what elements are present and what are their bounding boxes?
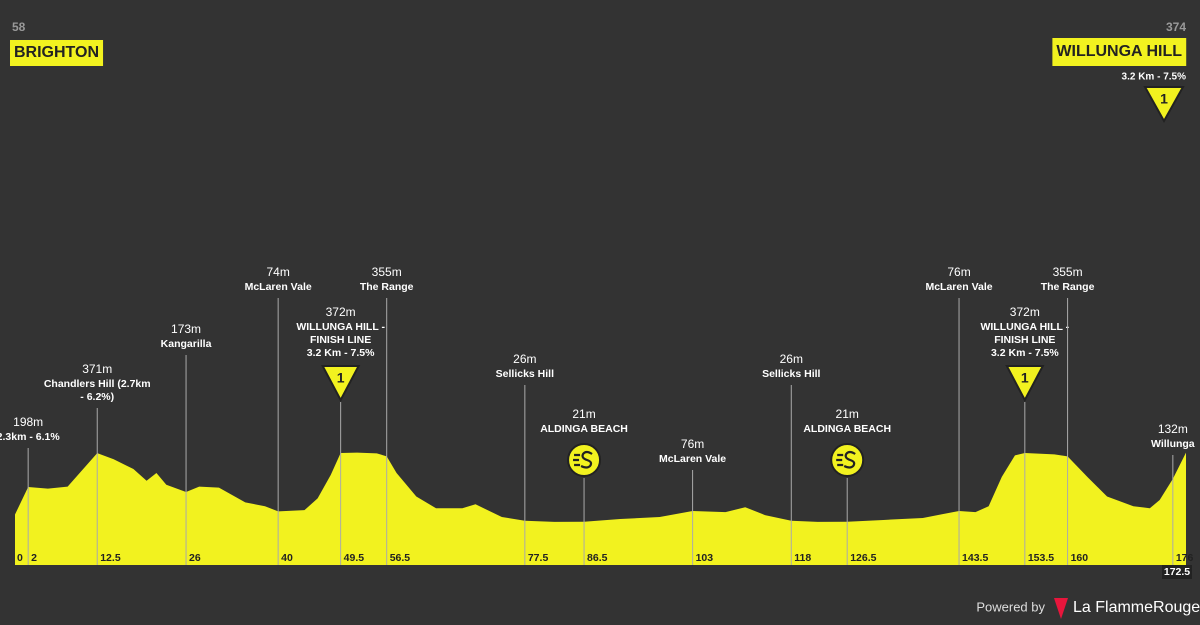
finish-climb: 3.2 Km - 7.5% [1122, 72, 1187, 83]
marker-name: 3.2 Km - 7.5% [991, 347, 1059, 359]
km-label: 0 [17, 552, 23, 564]
marker-name: Chandlers Hill (2.7km [44, 378, 151, 390]
km-label: 86.5 [587, 552, 608, 564]
powered-by: Powered by [976, 599, 1045, 614]
elevation-profile [15, 452, 1186, 565]
marker-altitude: 74m [266, 265, 289, 279]
km-label: 153.5 [1028, 552, 1054, 564]
sprint-icon-glyph [573, 450, 593, 469]
climb-icon-text: 1 [1021, 370, 1029, 386]
marker-altitude: 26m [513, 352, 536, 366]
marker-name: FINISH LINE [310, 334, 371, 346]
km-label: 40 [281, 552, 293, 564]
marker-altitude: 21m [572, 407, 595, 421]
finish-name: WILLUNGA HILL [1056, 43, 1182, 60]
marker-altitude: 355m [1053, 265, 1083, 279]
marker-name: The Range [360, 281, 414, 293]
marker-name: 3.2 Km - 7.5% [307, 347, 375, 359]
km-label: 160 [1071, 552, 1089, 564]
marker-name: - 6.2%) [80, 391, 114, 403]
start-name: BRIGHTON [14, 44, 99, 61]
km-label: 126.5 [850, 552, 876, 564]
sprint-icon [567, 443, 602, 477]
km-label: 56.5 [390, 552, 411, 564]
marker-altitude: 371m [82, 362, 112, 376]
climb-icon-text: 1 [337, 370, 345, 386]
marker-name: Sellicks Hill [496, 368, 554, 380]
climb-icon [1143, 86, 1185, 124]
marker-name: Willunga [1151, 438, 1195, 450]
marker-altitude: 372m [1010, 305, 1040, 319]
climb-icon-text: 1 [1160, 91, 1168, 107]
km-label: 118 [794, 552, 811, 564]
finish-box [1052, 38, 1187, 66]
marker-name: McLaren Vale [245, 281, 312, 293]
brand-logo [1054, 598, 1068, 619]
marker-name: Sellicks Hill [762, 368, 820, 380]
sprint-icon [830, 443, 865, 477]
km-label: 12.5 [100, 552, 121, 564]
marker-name: ALDINGA BEACH [540, 423, 628, 435]
climb-icon [320, 365, 361, 403]
climb-icon [1005, 365, 1045, 403]
start-elevation: 58 [12, 20, 26, 34]
brand: La FlammeRouge [1073, 599, 1200, 616]
marker-name: FINISH LINE [994, 334, 1055, 346]
marker-name: 2.3km - 6.1% [0, 431, 60, 443]
km-label: 2 [31, 552, 37, 564]
sprint-icon-glyph [836, 450, 856, 469]
km-label: 176 [1176, 552, 1194, 564]
marker-altitude: 198m [13, 415, 43, 429]
marker-altitude: 76m [947, 265, 970, 279]
km-label: 103 [696, 552, 714, 564]
start-box [10, 40, 104, 66]
marker-name: WILLUNGA HILL - [296, 321, 385, 333]
km-label: 143.5 [962, 552, 988, 564]
marker-name: Kangarilla [161, 338, 212, 350]
marker-name: The Range [1041, 281, 1095, 293]
km-label: 49.5 [344, 552, 365, 564]
marker-name: McLaren Vale [925, 281, 992, 293]
marker-altitude: 173m [171, 322, 201, 336]
km-label: 26 [189, 552, 201, 564]
finish-km-box [1162, 565, 1192, 579]
marker-altitude: 21m [836, 407, 859, 421]
marker-altitude: 132m [1158, 422, 1188, 436]
km-label: 77.5 [528, 552, 549, 564]
marker-altitude: 76m [681, 437, 704, 451]
finish-elevation: 374 [1166, 20, 1186, 34]
marker-altitude: 26m [780, 352, 803, 366]
marker-altitude: 355m [372, 265, 402, 279]
finish-km-label: 172.5 [1164, 566, 1190, 578]
marker-name: WILLUNGA HILL - [980, 321, 1069, 333]
marker-name: ALDINGA BEACH [803, 423, 891, 435]
marker-altitude: 372m [326, 305, 356, 319]
marker-name: McLaren Vale [659, 453, 726, 465]
